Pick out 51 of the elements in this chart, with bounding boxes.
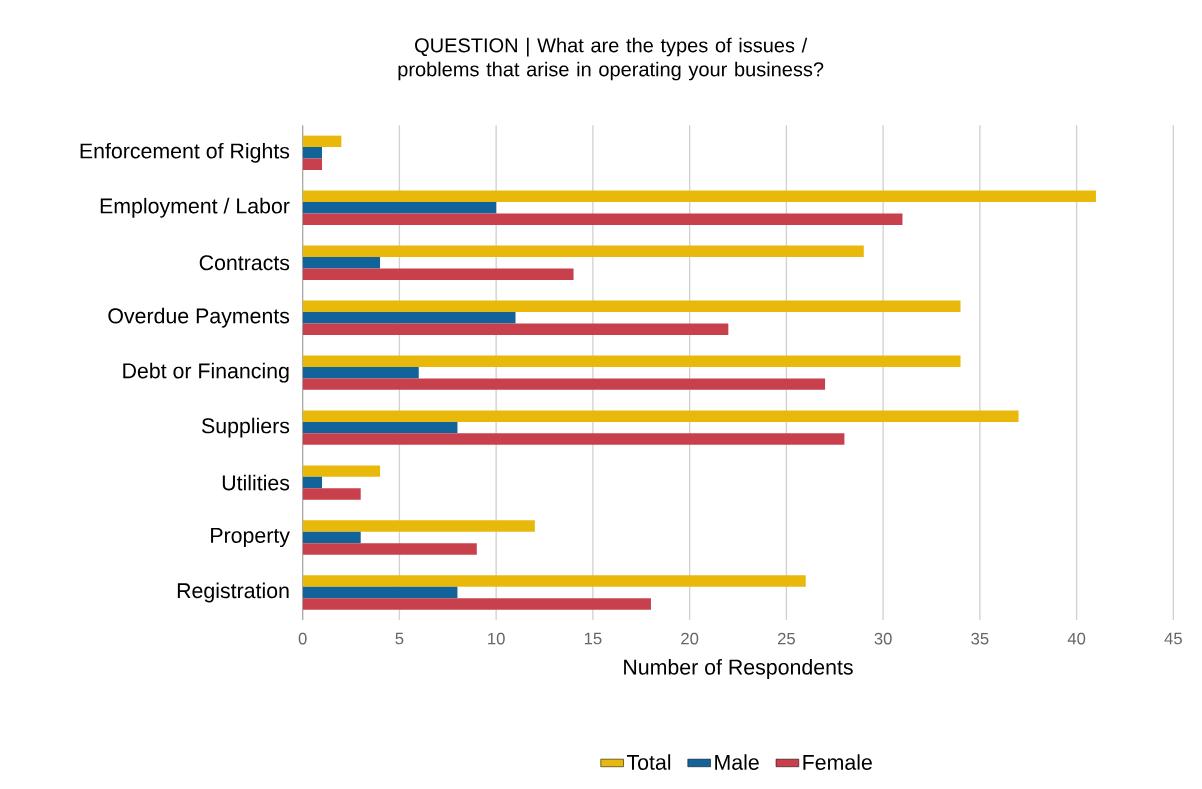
bar	[302, 158, 323, 171]
chart-title: QUESTION | What are the types of issues / problems that arise in operating your business?	[398, 37, 824, 81]
y-tick-label: Utilities	[222, 474, 290, 491]
bar	[302, 433, 845, 445]
legend-label: Total	[626, 754, 671, 770]
y-tick-label: Overdue Payments	[108, 307, 290, 328]
bar	[302, 366, 419, 379]
bar	[302, 378, 826, 390]
x-tick-label: 25	[777, 632, 795, 645]
x-tick-label: 45	[1164, 632, 1182, 645]
bar	[302, 355, 961, 367]
x-tick-label: 40	[1067, 632, 1086, 645]
y-tick-label: Suppliers	[201, 417, 290, 438]
bar	[302, 575, 806, 587]
bar	[302, 257, 381, 269]
y-tick-label: Debt or Financing	[123, 362, 289, 383]
bar	[302, 135, 342, 148]
x-tick-label: 0	[298, 632, 307, 645]
bar	[302, 213, 903, 225]
bar	[302, 410, 1019, 422]
x-tick-label: 5	[395, 632, 404, 645]
bar	[302, 476, 323, 489]
x-tick-label: 20	[681, 632, 699, 645]
x-tick-label: 30	[874, 632, 892, 645]
bar	[302, 323, 729, 335]
bar	[302, 300, 961, 312]
x-tick-label: 15	[584, 632, 602, 645]
bar	[302, 586, 458, 599]
legend-label: Female	[803, 754, 872, 770]
y-tick-label: Employment / Labor	[100, 197, 290, 218]
bar	[302, 543, 477, 555]
bar	[302, 245, 864, 258]
y-tick-label: Contracts	[199, 255, 290, 271]
bar	[302, 268, 574, 280]
y-tick-label: Property	[211, 528, 290, 548]
bar	[302, 531, 361, 544]
x-tick-label: 35	[971, 632, 989, 645]
bar	[302, 147, 323, 159]
legend-label: Male	[715, 754, 759, 770]
y-tick-label: Registration	[177, 582, 289, 603]
x-tick-label: 10	[488, 632, 505, 645]
x-axis-title: Number of Respondents	[624, 659, 853, 679]
bar	[302, 520, 535, 532]
bar	[302, 202, 497, 214]
bar	[302, 465, 381, 477]
bar	[302, 421, 458, 434]
y-tick-label: Enforcement of Rights	[80, 142, 290, 163]
bar	[302, 311, 516, 324]
bar	[302, 598, 651, 610]
bar	[302, 488, 361, 500]
bar	[302, 190, 1096, 203]
